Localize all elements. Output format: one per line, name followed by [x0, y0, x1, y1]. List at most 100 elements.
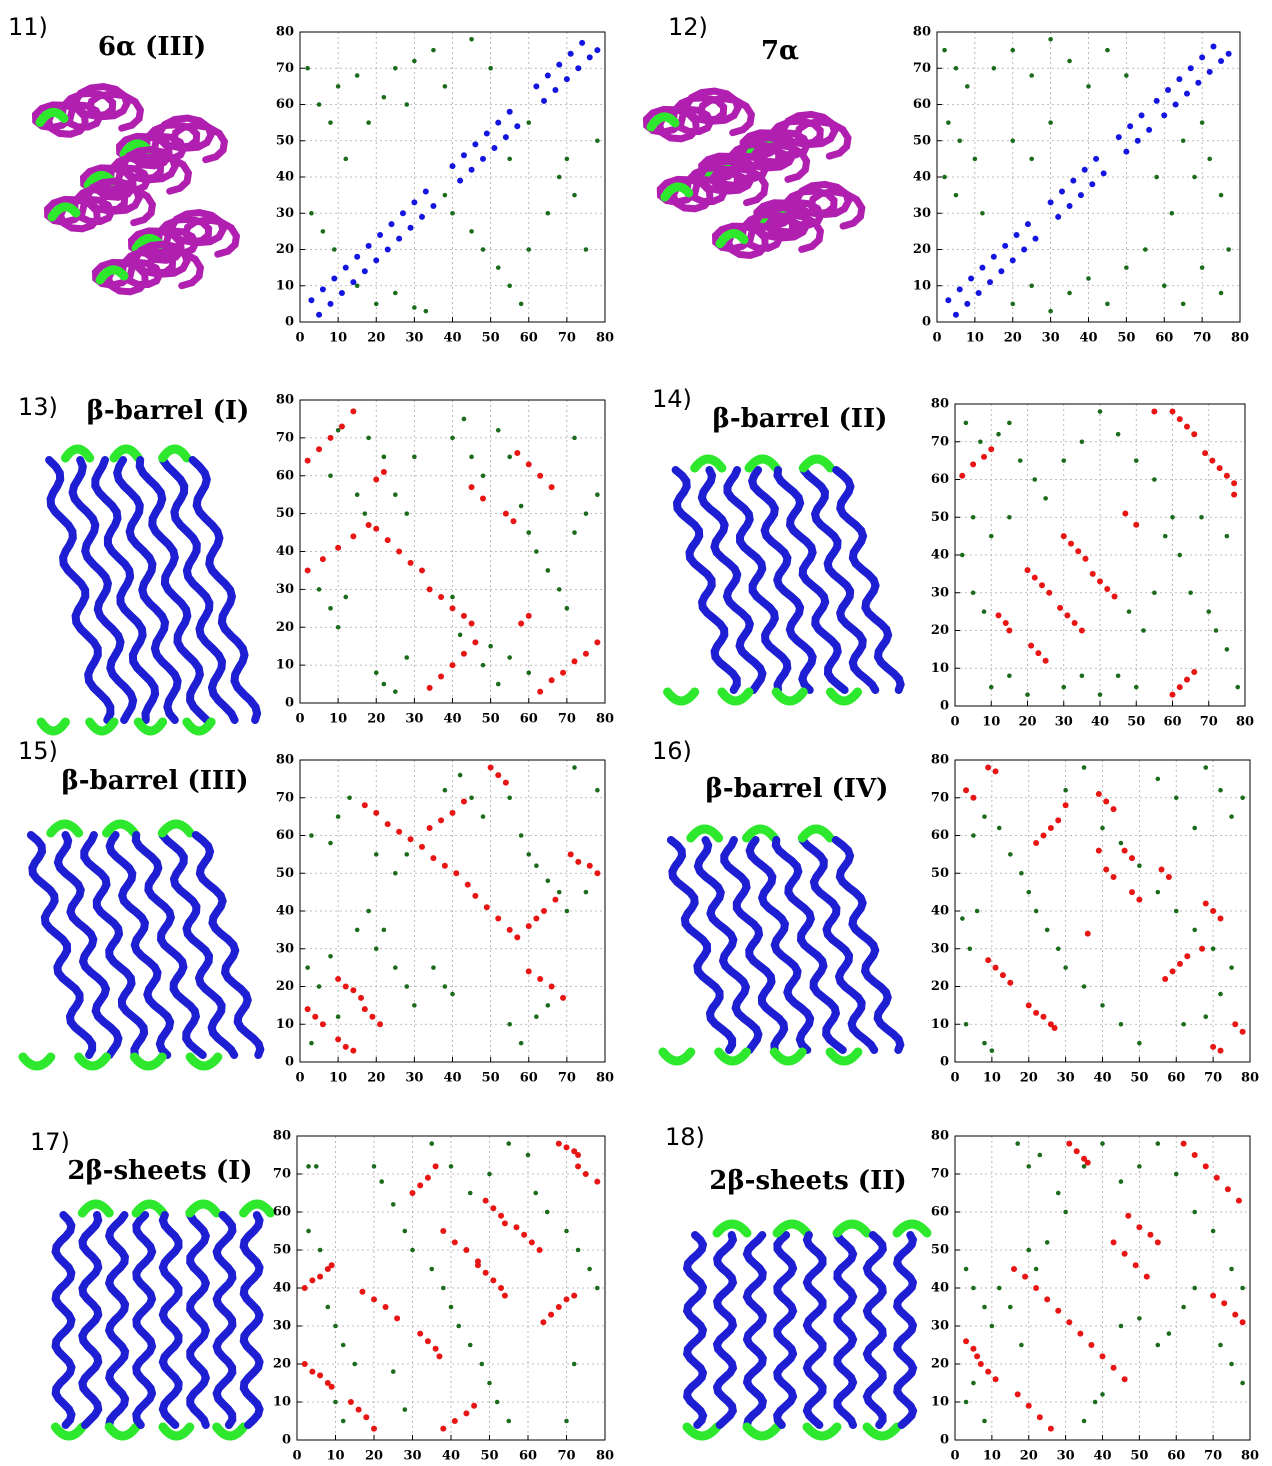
- contact-point: [1232, 1021, 1239, 1028]
- contact-point: [560, 994, 567, 1001]
- contact-point: [1151, 408, 1158, 415]
- contact-point: [402, 1407, 408, 1412]
- contact-point: [471, 1402, 478, 1409]
- protein-helix: [656, 157, 769, 213]
- contact-point: [1176, 76, 1183, 83]
- plot-frame: [954, 759, 1251, 1063]
- x-tick-label: 80: [596, 1449, 614, 1464]
- contact-point: [1103, 798, 1110, 805]
- protein-strand: [158, 456, 239, 724]
- protein-turn: [802, 1422, 842, 1441]
- contact-point: [396, 828, 403, 835]
- contact-point: [1217, 1047, 1224, 1054]
- contact-point: [1060, 533, 1067, 540]
- contact-point: [507, 156, 512, 162]
- protein-turn: [712, 1219, 752, 1238]
- y-tick-label: 60: [931, 472, 949, 487]
- contact-point: [404, 984, 410, 989]
- contact-point: [1210, 1292, 1217, 1299]
- contact-point: [440, 1425, 447, 1432]
- contact-point: [304, 567, 311, 574]
- contact-point: [1209, 457, 1216, 464]
- protein-strand: [832, 466, 905, 694]
- panel-label: 17): [30, 1128, 70, 1156]
- protein-turn: [60, 444, 95, 463]
- contact-point: [502, 510, 509, 517]
- contact-point: [575, 1152, 582, 1158]
- contact-point: [1137, 1164, 1142, 1169]
- contact-point: [1067, 290, 1072, 296]
- panel-title: 6α (III): [98, 32, 206, 62]
- contact-point: [579, 39, 586, 46]
- contact-point: [982, 814, 987, 819]
- protein-strand: [188, 456, 262, 724]
- x-tick-label: 40: [443, 1071, 461, 1086]
- panel-label: 13): [18, 393, 58, 421]
- x-tick-label: 30: [1057, 1071, 1075, 1086]
- protein-turn: [742, 1422, 782, 1441]
- x-tick-label: 40: [443, 712, 461, 727]
- plot-frame: [954, 403, 1246, 707]
- contact-point: [460, 152, 467, 159]
- contact-point: [483, 904, 490, 911]
- contact-point: [1110, 1239, 1117, 1246]
- contact-point: [1103, 866, 1110, 873]
- contact-point: [1042, 657, 1049, 664]
- contact-point: [552, 896, 559, 903]
- contact-point: [1169, 210, 1175, 216]
- protein-structure: [18, 819, 265, 1071]
- contact-point: [430, 203, 437, 209]
- contact-point: [1055, 817, 1062, 824]
- x-tick-label: 10: [329, 331, 347, 346]
- contact-point: [1019, 1342, 1024, 1348]
- contact-point: [1048, 36, 1053, 42]
- contact-point: [544, 72, 551, 79]
- protein-turn: [892, 1219, 932, 1238]
- protein-strand: [132, 1211, 157, 1429]
- contact-point: [1055, 1307, 1062, 1314]
- contact-point: [331, 275, 338, 282]
- contact-point: [327, 300, 334, 307]
- protein-strand: [135, 456, 211, 724]
- contact-point: [1029, 73, 1034, 78]
- contact-point: [468, 620, 475, 627]
- contact-point: [1188, 590, 1193, 596]
- contact-point: [440, 1228, 447, 1234]
- y-tick-label: 50: [931, 1243, 949, 1258]
- contact-point: [1010, 138, 1016, 144]
- protein-strand: [105, 831, 175, 1059]
- x-tick-label: 0: [950, 1071, 959, 1086]
- contact-point: [490, 1205, 497, 1212]
- contact-point: [338, 290, 345, 296]
- contact-point: [350, 533, 357, 540]
- contact-point: [333, 1399, 338, 1405]
- y-tick-label: 70: [276, 790, 294, 805]
- contact-point: [373, 476, 380, 483]
- contact-point: [525, 968, 532, 975]
- contact-point: [1224, 647, 1230, 652]
- contact-point: [545, 568, 551, 573]
- contact-point: [319, 556, 326, 563]
- contact-point: [1221, 1300, 1228, 1307]
- contact-point: [457, 177, 464, 184]
- y-tick-label: 80: [273, 1129, 291, 1144]
- y-tick-label: 30: [276, 582, 294, 597]
- panel-label: 12): [668, 13, 708, 41]
- contact-point: [373, 670, 379, 675]
- y-tick-label: 70: [931, 1167, 949, 1182]
- contact-point: [510, 518, 517, 525]
- panel-label: 11): [8, 13, 48, 41]
- contact-point: [441, 1285, 446, 1291]
- contact-point: [1187, 65, 1194, 72]
- contact-point: [563, 1296, 570, 1303]
- protein-strand: [712, 1231, 738, 1429]
- contact-point: [985, 1368, 992, 1375]
- contact-point: [1231, 491, 1238, 498]
- x-tick-label: 60: [1163, 715, 1181, 730]
- protein-strand: [773, 1231, 798, 1429]
- contact-point: [1121, 1376, 1128, 1383]
- contact-point: [1055, 213, 1062, 220]
- contact-point: [350, 1047, 357, 1054]
- contact-point: [998, 268, 1005, 275]
- x-tick-label: 70: [557, 1449, 575, 1464]
